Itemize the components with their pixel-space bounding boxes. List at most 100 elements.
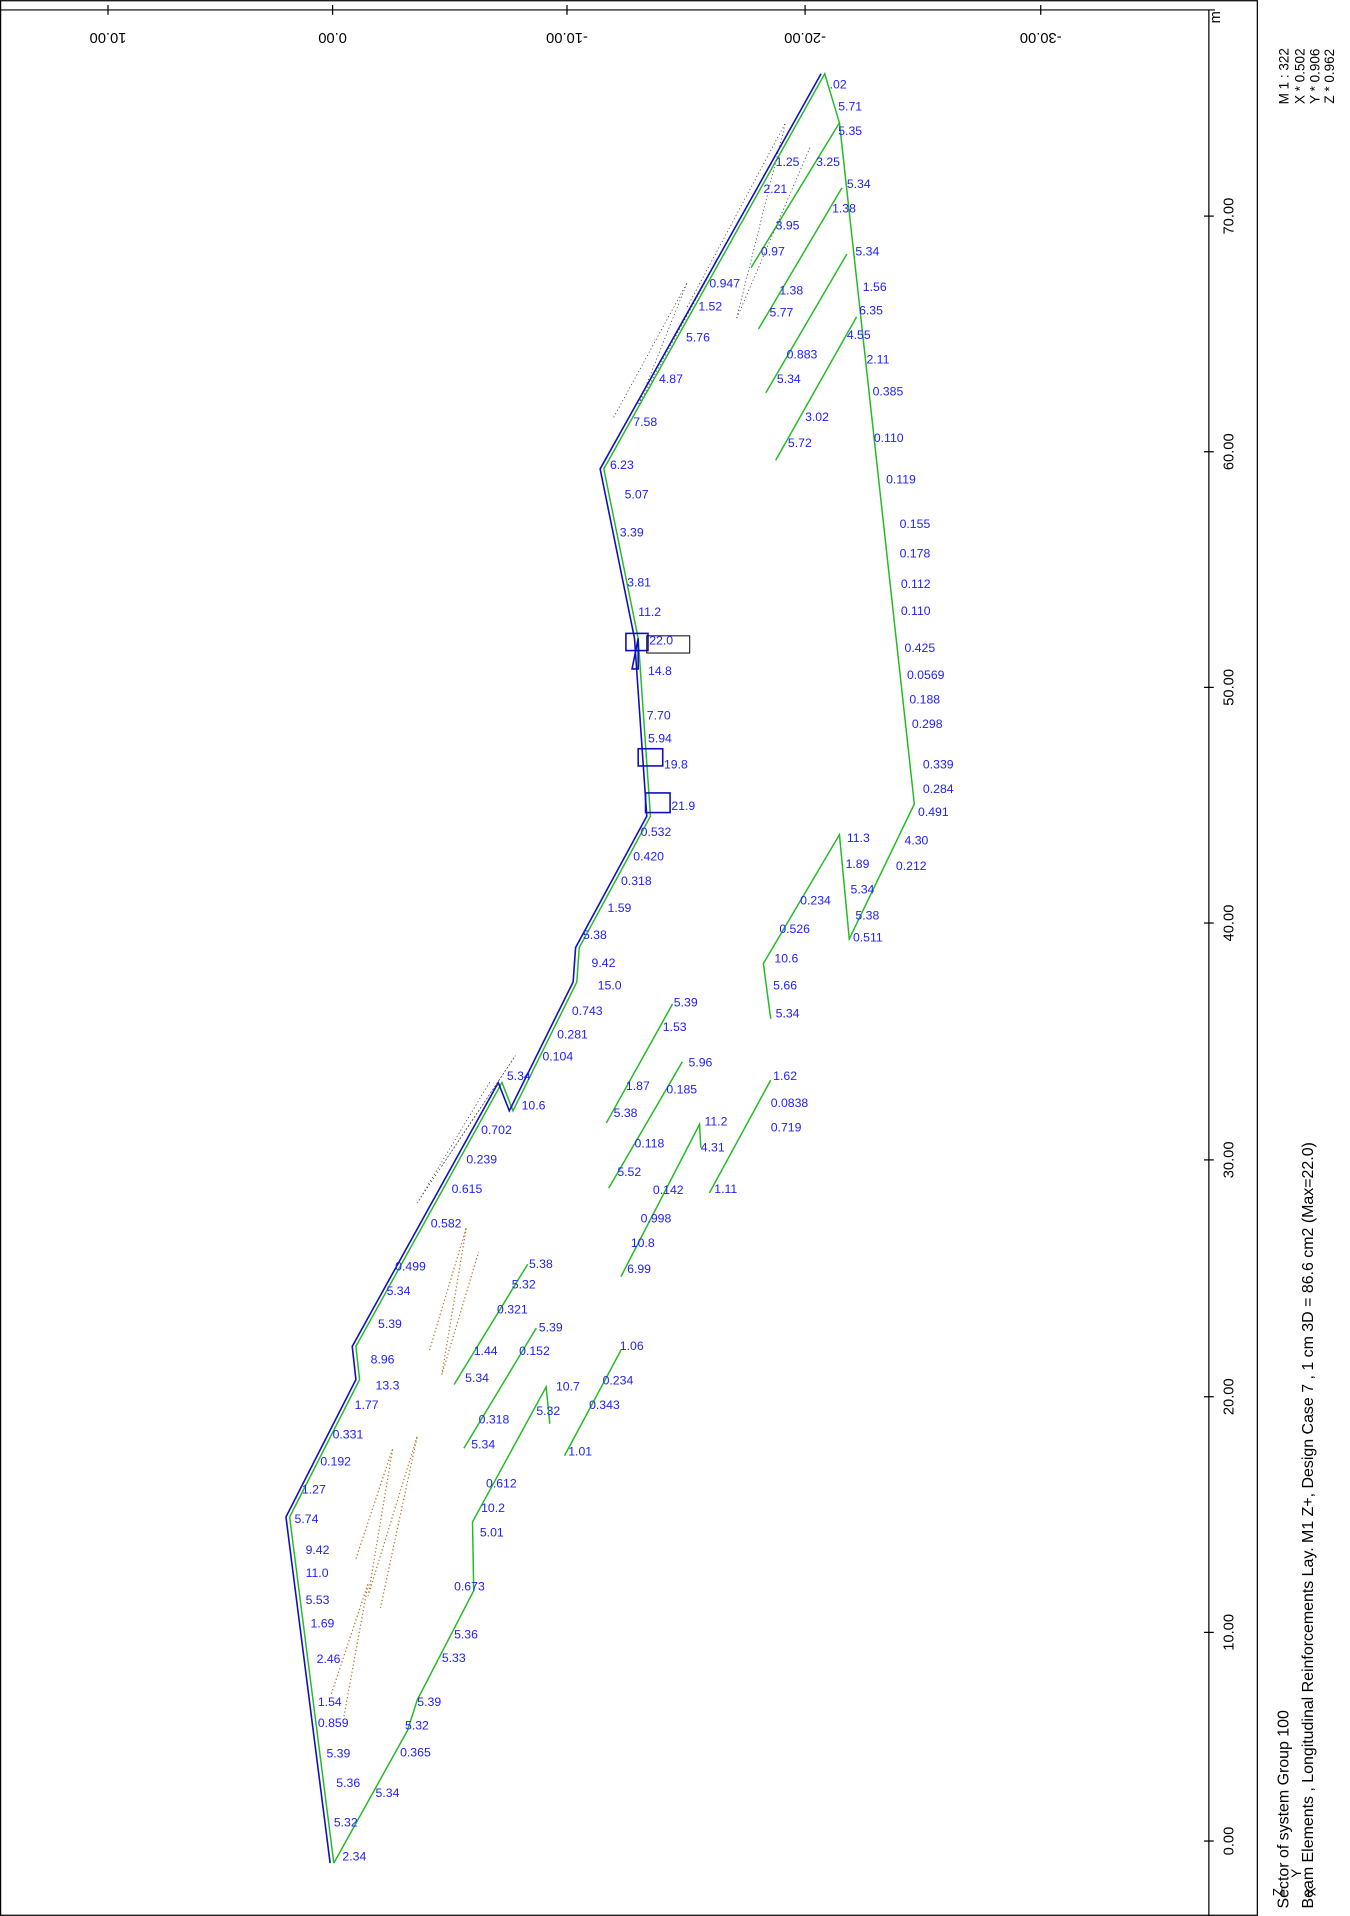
result-label: 10.6 xyxy=(522,1099,546,1113)
result-label: 5.36 xyxy=(336,1776,360,1790)
result-label: 10.8 xyxy=(631,1236,655,1250)
result-label: 0.526 xyxy=(779,922,810,936)
result-label: .02 xyxy=(830,77,847,91)
result-label: 0.192 xyxy=(320,1454,351,1468)
result-label: 1.38 xyxy=(832,201,856,215)
right-tick-label: 40.00 xyxy=(1222,905,1238,942)
result-label: 1.53 xyxy=(663,1020,687,1034)
result-label: 0.0569 xyxy=(907,668,945,682)
right-tick-label: 10.00 xyxy=(1222,1614,1238,1651)
right-tick-label: 60.00 xyxy=(1222,433,1238,470)
result-label: 5.34 xyxy=(851,883,875,897)
result-label: 5.07 xyxy=(625,487,649,501)
result-label: 0.425 xyxy=(905,641,936,655)
result-label: 7.70 xyxy=(647,708,671,722)
result-label: 0.178 xyxy=(900,546,931,560)
result-label: 2.11 xyxy=(866,352,889,366)
result-label: 22.0 xyxy=(649,633,673,647)
result-label: 6.99 xyxy=(627,1262,651,1276)
result-label: 4.30 xyxy=(905,833,929,847)
result-label: 5.35 xyxy=(838,124,862,138)
result-label: 0.385 xyxy=(873,384,904,398)
result-label: 0.110 xyxy=(901,604,931,618)
result-label: 0.499 xyxy=(395,1259,426,1273)
result-label: 0.331 xyxy=(333,1427,364,1441)
result-label: 0.281 xyxy=(557,1027,588,1041)
result-label: 0.321 xyxy=(497,1302,528,1316)
result-label: 5.01 xyxy=(480,1526,504,1540)
result-label: 5.34 xyxy=(855,244,879,258)
result-label: 5.33 xyxy=(442,1651,466,1665)
result-label: 3.02 xyxy=(805,410,829,424)
result-label: 0.97 xyxy=(761,244,785,258)
result-label: 1.62 xyxy=(773,1069,797,1083)
triad-z: Z xyxy=(1270,1888,1285,1896)
result-label: 5.38 xyxy=(855,908,879,922)
result-label: 10.7 xyxy=(556,1380,580,1394)
result-label: 1.25 xyxy=(776,155,800,169)
result-label: 1.38 xyxy=(779,284,803,298)
right-tick-label: 50.00 xyxy=(1222,669,1238,706)
result-label: 5.77 xyxy=(770,306,794,320)
result-label: 5.39 xyxy=(326,1747,350,1761)
result-label: 10.6 xyxy=(774,951,798,965)
result-label: 0.702 xyxy=(481,1123,512,1137)
result-label: 0.511 xyxy=(853,930,883,944)
result-label: 0.673 xyxy=(454,1580,485,1594)
result-label: 0.234 xyxy=(603,1373,634,1387)
result-label: 6.35 xyxy=(859,303,883,317)
result-label: 0.859 xyxy=(318,1716,349,1730)
result-label: 0.112 xyxy=(901,577,931,591)
result-label: 5.96 xyxy=(689,1056,713,1070)
result-label: 7.58 xyxy=(633,415,657,429)
result-label: 1.89 xyxy=(846,857,870,871)
result-label: 5.38 xyxy=(529,1257,553,1271)
result-label: 3.25 xyxy=(816,155,840,169)
result-label: 0.719 xyxy=(771,1121,802,1135)
result-label: 5.74 xyxy=(295,1512,319,1526)
result-label: 0.318 xyxy=(479,1413,510,1427)
top-tick-label: 10.00 xyxy=(90,29,127,45)
result-label: 5.66 xyxy=(773,978,797,992)
result-label: 5.32 xyxy=(405,1718,429,1732)
result-label: 4.31 xyxy=(701,1140,725,1154)
result-label: 5.39 xyxy=(674,995,698,1009)
result-label: 9.42 xyxy=(592,956,616,970)
result-label: 3.81 xyxy=(627,576,651,590)
result-label: 13.3 xyxy=(376,1378,400,1392)
top-tick-label: -20.00 xyxy=(784,29,826,45)
result-label: 5.34 xyxy=(387,1284,411,1298)
scale: M 1 : 322 xyxy=(1277,48,1292,104)
result-label: 1.54 xyxy=(318,1695,342,1709)
result-label: 4.55 xyxy=(847,328,871,342)
result-label: 0.998 xyxy=(641,1211,672,1225)
result-label: 3.95 xyxy=(776,219,800,233)
result-label: 5.76 xyxy=(686,330,710,344)
result-label: 2.34 xyxy=(342,1850,366,1864)
result-label: 0.615 xyxy=(452,1182,483,1196)
factor: X * 0.502 xyxy=(1293,48,1308,104)
result-label: 5.34 xyxy=(776,1007,800,1021)
result-label: 5.38 xyxy=(583,928,607,942)
frame xyxy=(1,1,1258,1916)
result-label: 1.87 xyxy=(626,1079,650,1093)
result-label: 5.32 xyxy=(334,1815,358,1829)
result-label: 1.69 xyxy=(311,1616,335,1630)
right-tick-label: 20.00 xyxy=(1222,1378,1238,1415)
result-label: 5.94 xyxy=(648,732,672,746)
right-tick-label: 70.00 xyxy=(1222,198,1238,235)
result-label: 0.104 xyxy=(542,1049,573,1063)
result-label: 5.39 xyxy=(417,1695,441,1709)
result-label: 0.118 xyxy=(635,1137,665,1151)
result-label: 5.39 xyxy=(539,1321,563,1335)
result-label: 0.318 xyxy=(621,874,652,888)
result-label: 21.9 xyxy=(671,799,695,813)
triad-y: Y xyxy=(1289,1869,1304,1878)
result-label: 0.339 xyxy=(923,757,954,771)
unit: m xyxy=(1208,11,1224,23)
result-label: 4.87 xyxy=(659,372,683,386)
result-label: 5.32 xyxy=(512,1278,536,1292)
result-label: 10.2 xyxy=(481,1501,505,1515)
result-label: 5.34 xyxy=(777,372,801,386)
result-label: 5.34 xyxy=(465,1371,489,1385)
